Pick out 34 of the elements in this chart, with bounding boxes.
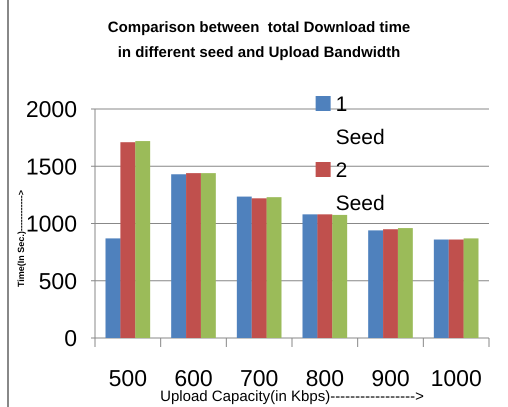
x-tick-label: 600 — [174, 365, 213, 391]
bar — [236, 196, 252, 338]
x-tick-label: 1000 — [430, 365, 482, 391]
x-tick-label: 500 — [108, 365, 148, 391]
bar — [317, 214, 332, 338]
y-axis-title: Time(In Sec.)------------> — [16, 190, 26, 288]
chart-title: Comparison between total Download time in different seed and Upload Bandwidth — [108, 19, 410, 61]
bar — [368, 230, 384, 338]
bar — [106, 238, 120, 338]
bar — [383, 229, 398, 338]
bar — [135, 141, 150, 338]
bar — [186, 173, 201, 338]
bar — [464, 238, 478, 338]
y-tick-label: 1000 — [26, 210, 77, 236]
bar — [266, 197, 282, 338]
y-tick-label: 2000 — [26, 96, 77, 122]
bar — [398, 228, 413, 338]
bar — [171, 174, 186, 338]
legend-label: 2 Seed — [336, 159, 385, 215]
y-tick-label: 1500 — [26, 153, 77, 180]
bar — [434, 240, 449, 338]
x-tick-label: 700 — [240, 365, 278, 391]
bar — [200, 173, 216, 338]
x-axis-title: Upload Capacity(in Kbps)-----------------> — [160, 388, 424, 405]
x-tick-label: 900 — [371, 365, 410, 391]
bar — [332, 214, 348, 338]
legend-label: 1 Seed — [336, 93, 385, 149]
y-tick-label: 500 — [38, 268, 77, 294]
bar — [252, 198, 267, 338]
y-tick-label: 0 — [64, 325, 77, 351]
bar — [302, 214, 318, 338]
bar — [448, 240, 464, 338]
bar — [120, 142, 136, 338]
x-tick-label: 800 — [306, 365, 344, 391]
